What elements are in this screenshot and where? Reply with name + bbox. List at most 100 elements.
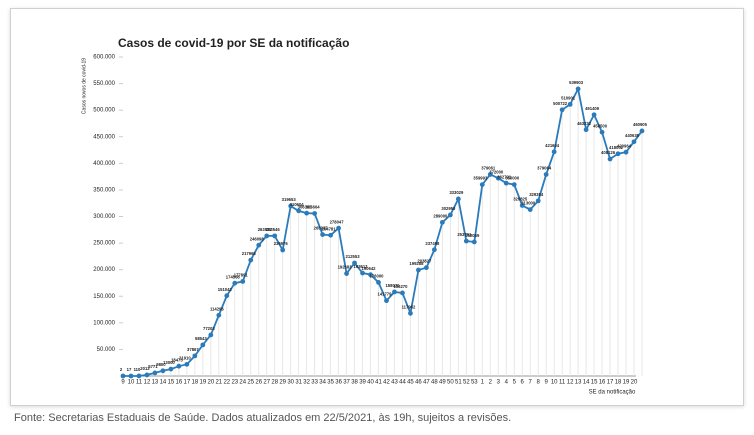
data-point [623,149,629,155]
x-tick-label: 8 [537,380,541,386]
y-tick-label: 250.000 [93,241,115,247]
data-point [455,196,461,202]
data-point [296,208,302,214]
data-point [559,107,565,113]
data-point [400,290,405,296]
data-point [471,239,477,245]
data-label: 379061 [481,166,496,171]
x-tick-label: 48 [431,380,438,386]
x-tick-label: 16 [599,380,606,386]
data-label: 319653 [282,197,297,202]
data-label: 491409 [585,106,600,111]
x-tick-label: 44 [399,380,406,386]
x-tick-label: 3 [497,380,501,386]
x-tick-label: 33 [311,380,318,386]
data-point [567,101,573,107]
data-label: 5771 [148,364,158,369]
y-tick-label: 450.000 [93,134,115,140]
x-tick-label: 13 [575,380,582,386]
data-label: 37867 [187,347,199,352]
data-point [240,279,246,284]
data-point [495,175,501,181]
data-label: 192683 [338,265,353,270]
data-point [216,312,222,318]
data-point [368,272,373,278]
data-point [232,280,238,286]
x-tick-label: 27 [263,380,270,386]
x-tick-label: 1 [481,380,485,386]
x-tick-label: 42 [383,380,390,386]
y-tick-label: 100.000 [93,320,115,326]
data-point [408,310,413,316]
data-point [184,361,190,367]
x-tick-label: 9 [121,380,125,386]
data-point [583,127,589,133]
x-tick-label: 10 [128,380,135,386]
data-label: 9800 [156,362,166,367]
data-label: 110 [134,367,141,372]
y-tick-label: 350.000 [93,187,115,193]
data-point [128,373,134,379]
data-point [352,260,357,266]
data-label: 236976 [274,241,289,246]
x-tick-label: 10 [551,380,558,386]
data-point [543,172,549,177]
data-label: 174568 [226,274,241,279]
data-point [575,86,581,92]
chart-title: Casos de covid-19 por SE da notificação [118,36,349,50]
data-point [599,129,605,135]
data-point [607,156,613,162]
x-tick-label: 36 [335,380,342,386]
data-point [288,203,294,209]
data-label: 141779 [377,292,392,297]
data-label: 320825 [513,197,528,202]
data-label: 310604 [290,202,305,207]
data-label: 408126 [601,150,616,155]
data-point [224,293,230,299]
x-tick-label: 12 [567,380,574,386]
x-tick-label: 18 [615,380,622,386]
x-tick-label: 4 [505,380,509,386]
x-tick-label: 17 [184,380,191,386]
data-label: 177891 [234,273,249,278]
data-point [591,112,597,118]
data-label: 458500 [593,123,608,128]
data-point [519,203,525,208]
data-point [248,257,254,263]
data-label: 278047 [330,219,345,224]
data-label: 264781 [322,226,337,231]
data-label: 289000 [433,213,448,218]
data-point [615,151,621,157]
data-label: 463232 [577,121,592,126]
y-tick-label: 400.000 [93,161,115,167]
series-line [122,86,643,377]
data-point [639,128,645,134]
data-label: 156270 [393,284,408,289]
x-tick-label: 28 [271,380,278,386]
y-tick-label: 550.000 [93,81,115,87]
data-point [264,233,270,239]
x-tick-label: 14 [160,380,167,386]
data-point [200,342,206,348]
data-label: 333029 [449,190,464,195]
x-tick-label: 47 [423,380,430,386]
data-label: 360000 [505,176,520,181]
x-tick-label: 19 [200,380,207,386]
y-tick-label: 600.000 [93,55,115,61]
x-tick-label: 31 [295,380,302,386]
x-axis-label: SE da notificação [589,390,636,396]
data-label: 193613 [354,264,369,269]
data-label: 176000 [370,274,385,279]
data-label: 246098 [250,236,265,241]
x-tick-label: 41 [375,380,382,386]
data-label: 13000 [163,360,175,365]
data-label: 421604 [545,143,560,148]
x-tick-label: 6 [521,380,525,386]
y-tick-label: 200.000 [93,267,115,273]
x-tick-label: 40 [367,380,374,386]
data-point [192,353,198,359]
footer: Fonte: Secretarias Estaduais de Saúde. D… [14,412,512,424]
x-tick-label: 50 [447,380,454,386]
